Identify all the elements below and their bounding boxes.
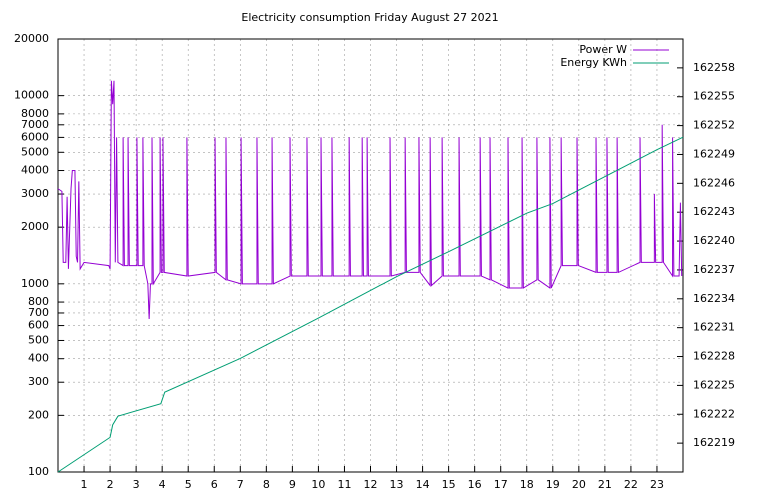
y-tick-label: 7000 <box>21 118 49 131</box>
y-tick-label: 400 <box>28 352 49 365</box>
y2-tick-label: 162228 <box>693 350 735 363</box>
x-tick-label: 10 <box>311 478 325 491</box>
x-tick-label: 22 <box>624 478 638 491</box>
y2-tick-label: 162222 <box>693 407 735 420</box>
x-tick-label: 9 <box>289 478 296 491</box>
x-tick-label: 5 <box>185 478 192 491</box>
y-tick-label: 4000 <box>21 164 49 177</box>
y2-tick-label: 162234 <box>693 292 735 305</box>
x-tick-label: 7 <box>237 478 244 491</box>
x-tick-label: 15 <box>442 478 456 491</box>
chart-title: Electricity consumption Friday August 27… <box>241 11 498 24</box>
x-tick-label: 6 <box>211 478 218 491</box>
x-tick-label: 3 <box>133 478 140 491</box>
y2-tick-label: 162249 <box>693 147 735 160</box>
y-tick-label: 800 <box>28 295 49 308</box>
series-line <box>57 80 683 320</box>
y-tick-label: 1000 <box>21 277 49 290</box>
y2-tick-label: 162258 <box>693 61 735 74</box>
y2-tick-label: 162246 <box>693 176 735 189</box>
y2-tick-label: 162237 <box>693 263 735 276</box>
plot-frame <box>57 38 684 473</box>
y-tick-label: 700 <box>28 306 49 319</box>
y2-tick-label: 162231 <box>693 321 735 334</box>
y-tick-label: 6000 <box>21 130 49 143</box>
y2-tick-label: 162255 <box>693 90 735 103</box>
x-tick-label: 17 <box>494 478 508 491</box>
x-tick-label: 8 <box>263 478 270 491</box>
x-tick-label: 1 <box>81 478 88 491</box>
y-tick-label: 2000 <box>21 220 49 233</box>
x-tick-label: 11 <box>337 478 351 491</box>
legend-label: Power W <box>579 43 627 56</box>
y2-tick-label: 162219 <box>693 436 735 449</box>
x-tick-label: 18 <box>520 478 534 491</box>
y-tick-label: 300 <box>28 375 49 388</box>
x-tick-label: 19 <box>546 478 560 491</box>
x-tick-label: 16 <box>468 478 482 491</box>
y-tick-label: 200 <box>28 408 49 421</box>
y-tick-label: 8000 <box>21 107 49 120</box>
legend-label: Energy KWh <box>560 56 627 69</box>
y2-tick-label: 162243 <box>693 205 735 218</box>
x-tick-label: 23 <box>650 478 664 491</box>
x-tick-label: 2 <box>107 478 114 491</box>
x-tick-label: 14 <box>416 478 430 491</box>
y2-tick-label: 162240 <box>693 234 735 247</box>
x-tick-label: 20 <box>572 478 586 491</box>
y-tick-label: 500 <box>28 333 49 346</box>
y-tick-label: 10000 <box>14 89 49 102</box>
y-tick-label: 600 <box>28 319 49 332</box>
x-tick-label: 4 <box>159 478 166 491</box>
x-tick-label: 13 <box>390 478 404 491</box>
x-tick-label: 21 <box>598 478 612 491</box>
y2-tick-label: 162252 <box>693 119 735 132</box>
x-tick-label: 12 <box>364 478 378 491</box>
y-tick-label: 100 <box>28 465 49 478</box>
series-line <box>57 136 684 473</box>
y-tick-label: 5000 <box>21 145 49 158</box>
y-tick-label: 3000 <box>21 187 49 200</box>
y-tick-label: 20000 <box>14 32 49 45</box>
y2-tick-label: 162225 <box>693 378 735 391</box>
